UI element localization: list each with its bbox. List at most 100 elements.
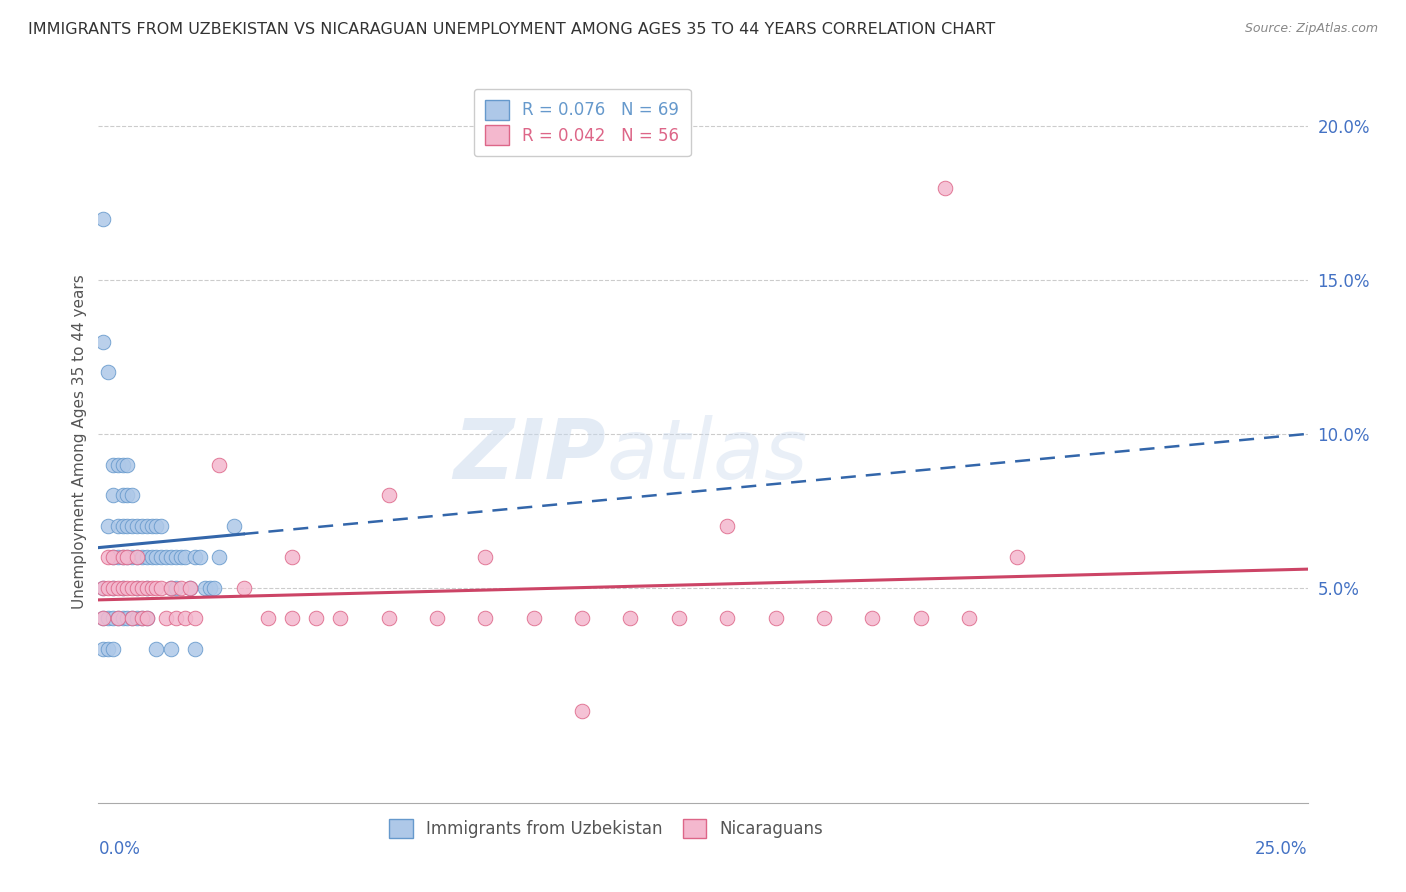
Point [145, 581, 167, 595]
Point [135, 611, 157, 625]
Point [194, 581, 217, 595]
Point [619, 611, 641, 625]
Point [474, 611, 496, 625]
Point [101, 642, 124, 657]
Point [117, 519, 139, 533]
Point [91, 642, 114, 657]
Point [107, 581, 129, 595]
Point [329, 611, 352, 625]
Point [121, 488, 143, 502]
Point [121, 549, 143, 564]
Point [127, 581, 149, 595]
Point [174, 549, 197, 564]
Point [101, 549, 124, 564]
Point [668, 611, 690, 625]
Point [377, 488, 399, 502]
Point [305, 611, 328, 625]
Text: ZIP: ZIP [454, 416, 606, 497]
Point [184, 611, 207, 625]
Point [111, 458, 134, 472]
Point [523, 611, 546, 625]
Point [121, 611, 143, 625]
Point [169, 549, 191, 564]
Point [377, 611, 399, 625]
Point [111, 488, 134, 502]
Text: Source: ZipAtlas.com: Source: ZipAtlas.com [1244, 22, 1378, 36]
Point [150, 581, 173, 595]
Point [232, 581, 254, 595]
Point [117, 611, 139, 625]
Point [957, 611, 980, 625]
Point [111, 581, 134, 595]
Point [97, 519, 120, 533]
Point [160, 581, 183, 595]
Text: IMMIGRANTS FROM UZBEKISTAN VS NICARAGUAN UNEMPLOYMENT AMONG AGES 35 TO 44 YEARS : IMMIGRANTS FROM UZBEKISTAN VS NICARAGUAN… [28, 22, 995, 37]
Point [222, 519, 245, 533]
Point [198, 581, 221, 595]
Point [426, 611, 449, 625]
Text: atlas: atlas [606, 416, 808, 497]
Point [101, 581, 124, 595]
Point [150, 519, 173, 533]
Point [107, 458, 129, 472]
Point [204, 581, 226, 595]
Point [135, 519, 157, 533]
Point [160, 581, 183, 595]
Point [107, 519, 129, 533]
Point [117, 581, 139, 595]
Point [111, 581, 134, 595]
Y-axis label: Unemployment Among Ages 35 to 44 years: Unemployment Among Ages 35 to 44 years [72, 274, 87, 609]
Point [127, 549, 149, 564]
Point [165, 549, 187, 564]
Point [97, 365, 120, 379]
Point [155, 549, 177, 564]
Point [179, 581, 201, 595]
Point [111, 549, 134, 564]
Point [910, 611, 932, 625]
Point [179, 581, 201, 595]
Point [117, 549, 139, 564]
Point [135, 581, 157, 595]
Text: 25.0%: 25.0% [1256, 839, 1308, 858]
Point [101, 611, 124, 625]
Point [281, 549, 304, 564]
Point [934, 181, 956, 195]
Point [135, 581, 157, 595]
Point [107, 549, 129, 564]
Point [107, 611, 129, 625]
Point [141, 581, 163, 595]
Point [155, 611, 177, 625]
Point [813, 611, 835, 625]
Point [150, 549, 173, 564]
Legend: Immigrants from Uzbekistan, Nicaraguans: Immigrants from Uzbekistan, Nicaraguans [382, 813, 830, 845]
Point [160, 642, 183, 657]
Point [91, 611, 114, 625]
Point [97, 642, 120, 657]
Point [160, 549, 183, 564]
Point [117, 458, 139, 472]
Point [117, 488, 139, 502]
Point [117, 549, 139, 564]
Point [101, 458, 124, 472]
Point [111, 519, 134, 533]
Point [107, 611, 129, 625]
Point [474, 549, 496, 564]
Point [184, 642, 207, 657]
Point [765, 611, 787, 625]
Point [101, 488, 124, 502]
Point [131, 549, 153, 564]
Point [716, 611, 738, 625]
Point [135, 611, 157, 625]
Point [135, 549, 157, 564]
Point [145, 549, 167, 564]
Point [169, 581, 191, 595]
Point [101, 581, 124, 595]
Text: 0.0%: 0.0% [98, 839, 141, 858]
Point [121, 611, 143, 625]
Point [1007, 549, 1029, 564]
Point [256, 611, 278, 625]
Point [165, 611, 187, 625]
Point [127, 549, 149, 564]
Point [208, 458, 231, 472]
Point [131, 611, 153, 625]
